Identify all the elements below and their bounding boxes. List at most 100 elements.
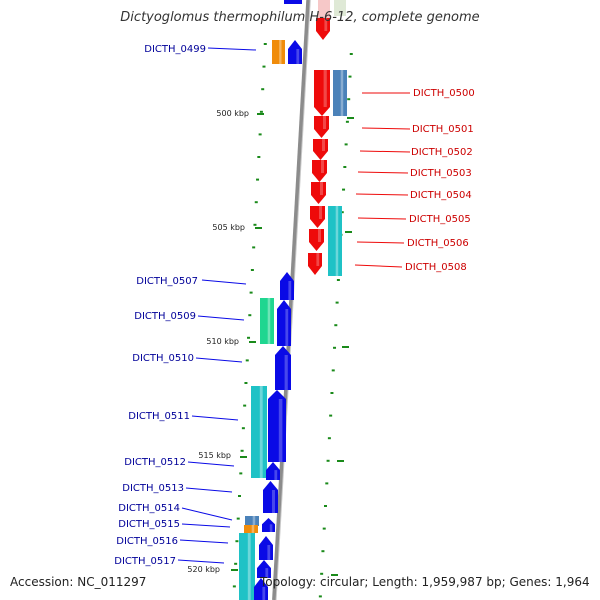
cds-box — [272, 40, 285, 64]
cds-shine — [279, 40, 282, 64]
cds-shine — [252, 516, 256, 526]
forward-label-leader — [179, 539, 229, 544]
forward-gene-label: DICTH_0509 — [134, 311, 196, 322]
reverse-gene-arrow — [308, 253, 322, 275]
forward-gene-label: DICTH_0512 — [124, 457, 186, 468]
partial-gene-box — [318, 0, 330, 18]
gene-shine — [320, 182, 323, 195]
reverse-gene-arrow — [312, 160, 327, 182]
cds-box — [260, 298, 274, 344]
gene-shine — [274, 470, 278, 480]
reverse-gene-arrow — [316, 18, 330, 40]
forward-label-leader — [191, 415, 239, 421]
scale-labels: 500 kbp 505 kbp 510 kbp 515 kbp 520 kbp — [187, 109, 249, 574]
scale-label: 520 kbp — [187, 565, 220, 574]
forward-gene-label: DICTH_0511 — [128, 411, 190, 422]
cds-shine — [251, 525, 255, 533]
reverse-gene-label: DICTH_0500 — [413, 88, 475, 99]
forward-gene-arrow — [262, 518, 275, 532]
reverse-label-leader — [361, 127, 411, 130]
forward-gene-arrow — [259, 536, 273, 560]
forward-label-leader — [181, 523, 231, 528]
forward-gene-arrow — [266, 462, 280, 480]
forward-gene-label: DICTH_0507 — [136, 276, 198, 287]
cds-shine — [259, 386, 263, 478]
reverse-gene-label: DICTH_0504 — [410, 190, 472, 201]
scale-label: 510 kbp — [206, 337, 239, 346]
gene-shine — [265, 568, 269, 578]
reverse-label-leader — [354, 264, 403, 268]
gene-labels: DICTH_0499 DICTH_0507 DICTH_0509 DICTH_0510… — [114, 44, 474, 567]
cds-box — [244, 525, 258, 533]
reverse-gene-label: DICTH_0502 — [411, 147, 473, 158]
forward-gene-label: DICTH_0515 — [118, 519, 180, 530]
label-leaders — [177, 47, 411, 564]
scale-label: 515 kbp — [198, 451, 231, 460]
forward-gene-arrow — [275, 346, 291, 390]
reverse-label-leader — [359, 150, 411, 153]
reverse-gene-label: DICTH_0503 — [410, 168, 472, 179]
map-title: Dictyoglomus thermophilum H-6-12, comple… — [120, 10, 480, 25]
scale-ticks — [231, 43, 354, 598]
forward-gene-arrow — [288, 40, 302, 64]
forward-gene-label: DICTH_0517 — [114, 556, 176, 567]
forward-label-leader — [177, 559, 225, 564]
cds-box — [328, 206, 342, 276]
forward-gene-arrow — [254, 578, 268, 600]
cds-shine — [340, 70, 344, 116]
forward-gene-label: DICTH_0516 — [116, 536, 178, 547]
forward-label-leader — [195, 357, 243, 363]
reverse-gene-label: DICTH_0501 — [412, 124, 474, 135]
gene-shine — [321, 160, 324, 173]
gene-shine — [272, 490, 275, 513]
reverse-gene-arrow — [314, 116, 329, 138]
gene-shine — [319, 206, 322, 219]
forward-gene-label: DICTH_0510 — [132, 353, 194, 364]
gene-shine — [262, 587, 266, 600]
gene-shine — [324, 18, 328, 31]
forward-gene-arrow — [277, 300, 291, 346]
forward-gene-arrow — [257, 560, 271, 578]
gene-shine — [285, 309, 289, 346]
gene-shine — [267, 545, 271, 560]
forward-gene-label: DICTH_0514 — [118, 503, 180, 514]
reverse-gene-arrow — [311, 182, 326, 204]
gene-shine — [288, 281, 292, 300]
gene-shine — [322, 139, 325, 151]
forward-label-leader — [181, 507, 233, 521]
gene-shine — [296, 49, 300, 64]
gene-shine — [318, 229, 321, 242]
gene-shine — [278, 399, 283, 462]
scale-label: 505 kbp — [212, 223, 245, 232]
genome-summary-text: Topology: circular; Length: 1,959,987 bp… — [260, 575, 590, 589]
forward-label-leader — [187, 461, 235, 467]
forward-label-leader — [197, 315, 245, 321]
forward-label-leader — [207, 47, 257, 51]
forward-label-leader — [201, 279, 247, 285]
forward-label-leader — [185, 487, 233, 493]
reverse-gene-label: DICTH_0505 — [409, 214, 471, 225]
gene-shine — [323, 70, 327, 107]
cds-shine — [335, 206, 339, 276]
reverse-label-leader — [355, 193, 409, 196]
partial-gene-box — [334, 0, 346, 16]
reverse-label-leader — [356, 241, 405, 244]
cds-shine — [247, 533, 251, 600]
forward-gene-label: DICTH_0499 — [144, 44, 206, 55]
cds-features — [239, 40, 347, 600]
reverse-gene-arrow — [309, 229, 324, 251]
forward-gene-label: DICTH_0513 — [122, 483, 184, 494]
gene-shine — [284, 355, 288, 390]
gene-shine — [316, 253, 320, 266]
reverse-gene-label: DICTH_0508 — [405, 262, 467, 273]
cds-box — [333, 70, 347, 116]
forward-gene-arrow — [268, 390, 286, 462]
forward-gene-arrow — [263, 481, 278, 513]
gene-shine — [323, 116, 326, 129]
cds-shine — [267, 298, 271, 344]
partial-gene-box — [284, 0, 302, 4]
reverse-gene-arrow — [313, 139, 328, 160]
forward-gene-arrow — [280, 272, 294, 300]
gene-features — [254, 0, 346, 600]
